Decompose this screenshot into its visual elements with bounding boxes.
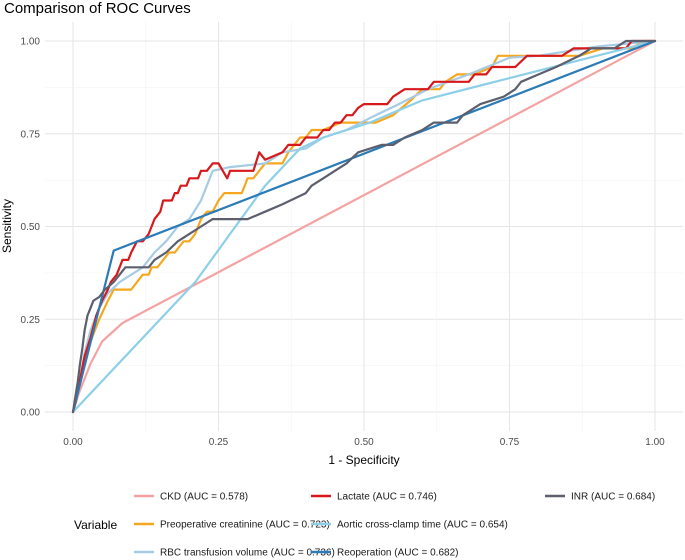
series-lines [71, 39, 657, 414]
legend-label: CKD (AUC = 0.578) [160, 492, 248, 503]
legend-label: RBC transfusion volume (AUC = 0.736) [160, 548, 335, 559]
y-axis-title: Sensitivity [0, 199, 14, 253]
legend-title: Variable [74, 518, 117, 532]
legend: CKD (AUC = 0.578) Lactate (AUC = 0.746) IN… [134, 492, 655, 559]
y-tick-label: 1.00 [21, 37, 41, 48]
x-tick-label: 0.75 [500, 437, 520, 448]
legend-label: Lactate (AUC = 0.746) [337, 492, 437, 503]
y-tick-label: 0.50 [21, 222, 41, 233]
legend-label: Aortic cross-clamp time (AUC = 0.654) [337, 520, 508, 531]
legend-label: Preoperative creatinine (AUC = 0.723) [160, 520, 330, 531]
x-tick-label: 0.00 [63, 437, 83, 448]
roc-line-lactate [71, 39, 657, 414]
chart-title: Comparison of ROC Curves [4, 0, 191, 17]
legend-label: Reoperation (AUC = 0.682) [337, 548, 458, 559]
y-tick-label: 0.75 [21, 129, 41, 140]
roc-line-inr [71, 39, 657, 414]
roc-line-rbc-transfusion-volume [71, 39, 657, 414]
y-tick-label: 0.25 [21, 315, 41, 326]
roc-line-aortic-cross-clamp-time [71, 39, 657, 414]
x-tick-label: 0.25 [209, 437, 229, 448]
legend-label: INR (AUC = 0.684) [571, 492, 655, 503]
grid [45, 22, 683, 431]
x-tick-label: 1.00 [645, 437, 665, 448]
x-axis-title: 1 - Specificity [328, 453, 399, 467]
y-tick-label: 0.00 [21, 408, 41, 419]
y-tick-labels: 0.00 0.25 0.50 0.75 1.00 [21, 37, 41, 419]
x-tick-label: 0.50 [354, 437, 374, 448]
x-tick-labels: 0.00 0.25 0.50 0.75 1.00 [63, 437, 665, 448]
roc-line-reoperation [71, 39, 657, 414]
